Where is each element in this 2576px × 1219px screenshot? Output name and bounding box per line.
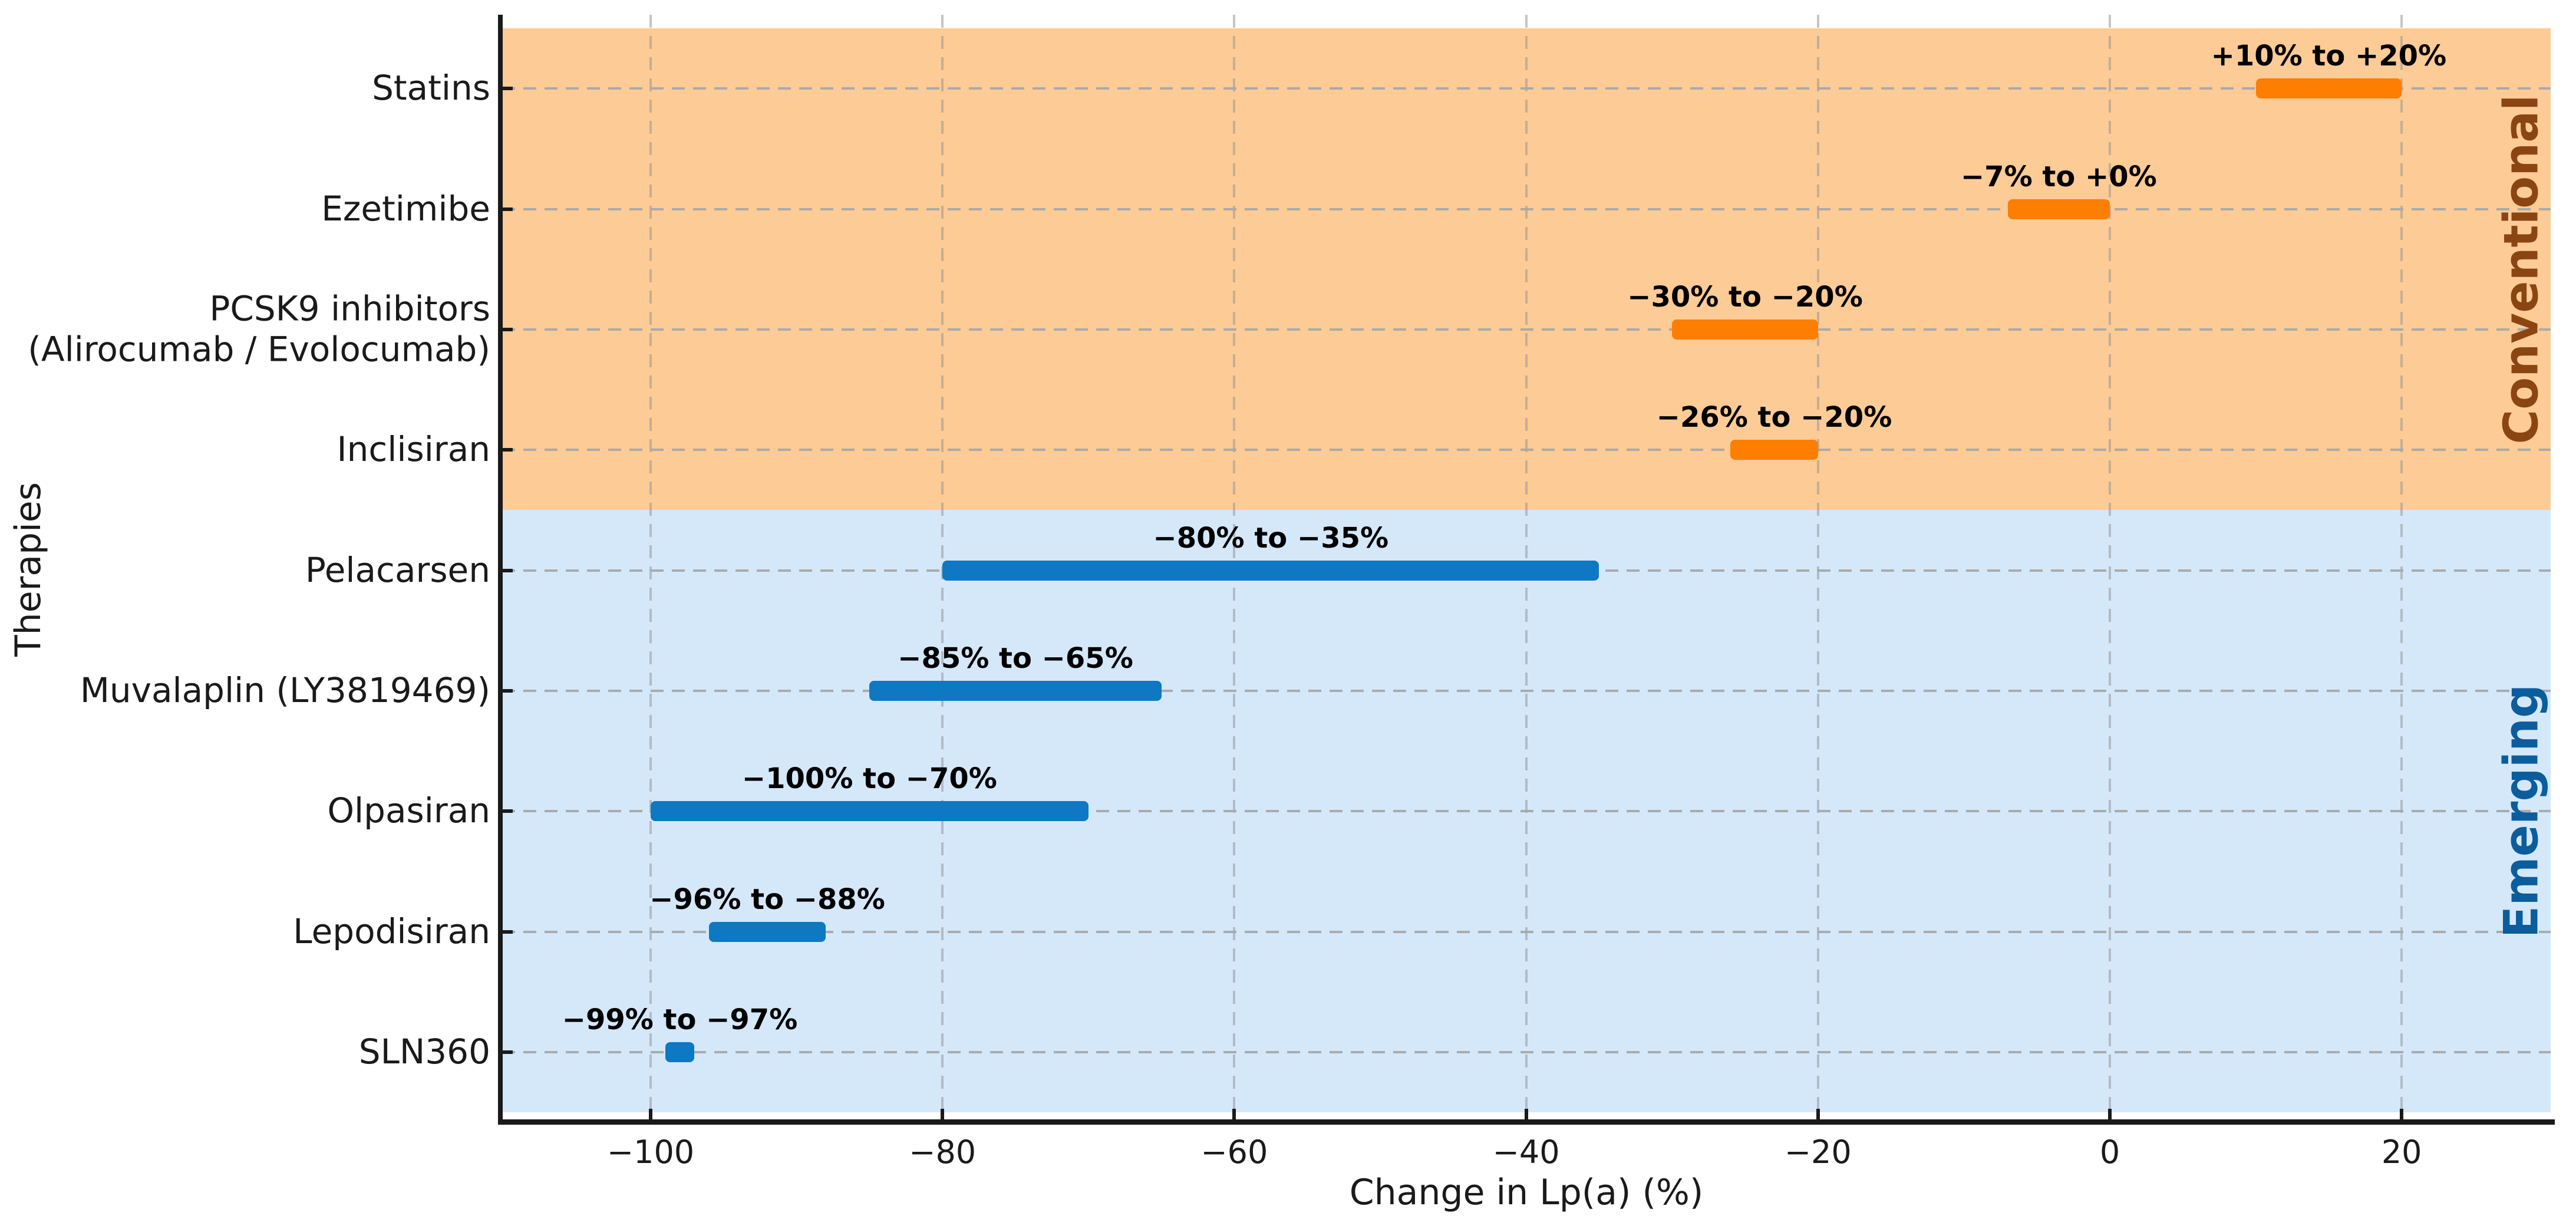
bar-annotation: −30% to −20% <box>1627 280 1863 314</box>
category-label: SLN360 <box>358 1032 490 1072</box>
y-tick-mark <box>503 1050 513 1054</box>
bar-annotation: −100% to −70% <box>741 762 997 796</box>
horizontal-gridline <box>502 449 2551 452</box>
range-bar <box>942 560 1599 581</box>
x-axis-label: Change in Lp(a) (%) <box>1349 1172 1704 1213</box>
horizontal-gridline <box>502 930 2551 933</box>
range-bar <box>1672 319 1818 340</box>
horizontal-gridline <box>502 689 2551 692</box>
range-bar <box>2007 199 2110 219</box>
bar-annotation: −26% to −20% <box>1656 401 1892 434</box>
horizontal-gridline <box>502 87 2551 90</box>
bar-annotation: −96% to −88% <box>649 882 885 916</box>
y-tick-mark <box>503 688 513 693</box>
bar-annotation: −7% to +0% <box>1960 160 2157 193</box>
x-tick-label: −100 <box>606 1134 695 1171</box>
bar-annotation: −80% to −35% <box>1153 521 1389 555</box>
y-tick-mark <box>503 207 513 211</box>
vertical-gridline <box>2109 15 2111 1122</box>
range-bar <box>651 801 1089 822</box>
category-label: Olpasiran <box>327 790 490 831</box>
x-tick-mark <box>1524 1109 1528 1121</box>
horizontal-gridline <box>502 810 2551 813</box>
x-tick-mark <box>1816 1109 1820 1121</box>
horizontal-gridline <box>502 207 2551 210</box>
group-label-conventional: Conventional <box>2493 94 2549 444</box>
bar-annotation: −99% to −97% <box>562 1003 798 1036</box>
x-tick-label: 0 <box>2099 1134 2120 1171</box>
y-tick-mark <box>503 448 513 452</box>
category-label: Statins <box>372 68 490 108</box>
category-label: Muvalaplin (LY3819469) <box>80 670 490 711</box>
y-axis-label: Therapies <box>8 482 49 657</box>
x-axis-spine <box>498 1119 2555 1125</box>
vertical-gridline <box>649 15 652 1122</box>
y-tick-mark <box>503 809 513 813</box>
range-bar <box>665 1042 695 1062</box>
range-bar <box>2255 78 2402 99</box>
y-tick-mark <box>503 87 513 91</box>
category-label: Pelacarsen <box>305 549 490 590</box>
range-bar <box>1730 440 1818 460</box>
bar-annotation: −85% to −65% <box>898 641 1133 675</box>
group-label-emerging: Emerging <box>2493 684 2549 938</box>
category-label: PCSK9 inhibitors (Alirocumab / Evolocuma… <box>28 288 490 370</box>
x-tick-label: −40 <box>1492 1134 1560 1171</box>
range-bar <box>709 921 826 942</box>
x-tick-mark <box>2400 1109 2404 1121</box>
vertical-gridline <box>2400 15 2403 1122</box>
x-tick-mark <box>649 1109 652 1121</box>
x-tick-label: −20 <box>1784 1134 1852 1171</box>
x-tick-mark <box>941 1109 945 1121</box>
x-tick-mark <box>2108 1109 2112 1121</box>
category-label: Ezetimibe <box>321 188 490 229</box>
x-tick-label: −80 <box>909 1134 977 1171</box>
y-tick-mark <box>503 930 513 934</box>
y-tick-mark <box>503 568 513 572</box>
bar-annotation: +10% to +20% <box>2211 39 2447 73</box>
y-tick-mark <box>503 327 513 331</box>
horizontal-gridline <box>502 328 2551 331</box>
range-bar <box>869 680 1162 701</box>
horizontal-gridline <box>502 1050 2551 1053</box>
x-tick-mark <box>1232 1109 1236 1121</box>
x-tick-label: 20 <box>2381 1134 2422 1171</box>
y-axis-spine <box>498 15 503 1124</box>
vertical-gridline <box>1816 15 1819 1122</box>
x-tick-label: −60 <box>1200 1134 1268 1171</box>
category-label: Lepodisiran <box>293 911 490 951</box>
category-label: Inclisiran <box>337 429 490 470</box>
